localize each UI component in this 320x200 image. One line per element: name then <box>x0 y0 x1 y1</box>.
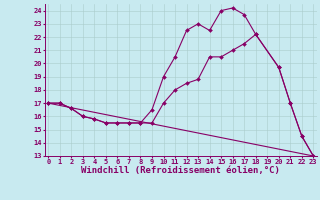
X-axis label: Windchill (Refroidissement éolien,°C): Windchill (Refroidissement éolien,°C) <box>81 166 280 175</box>
